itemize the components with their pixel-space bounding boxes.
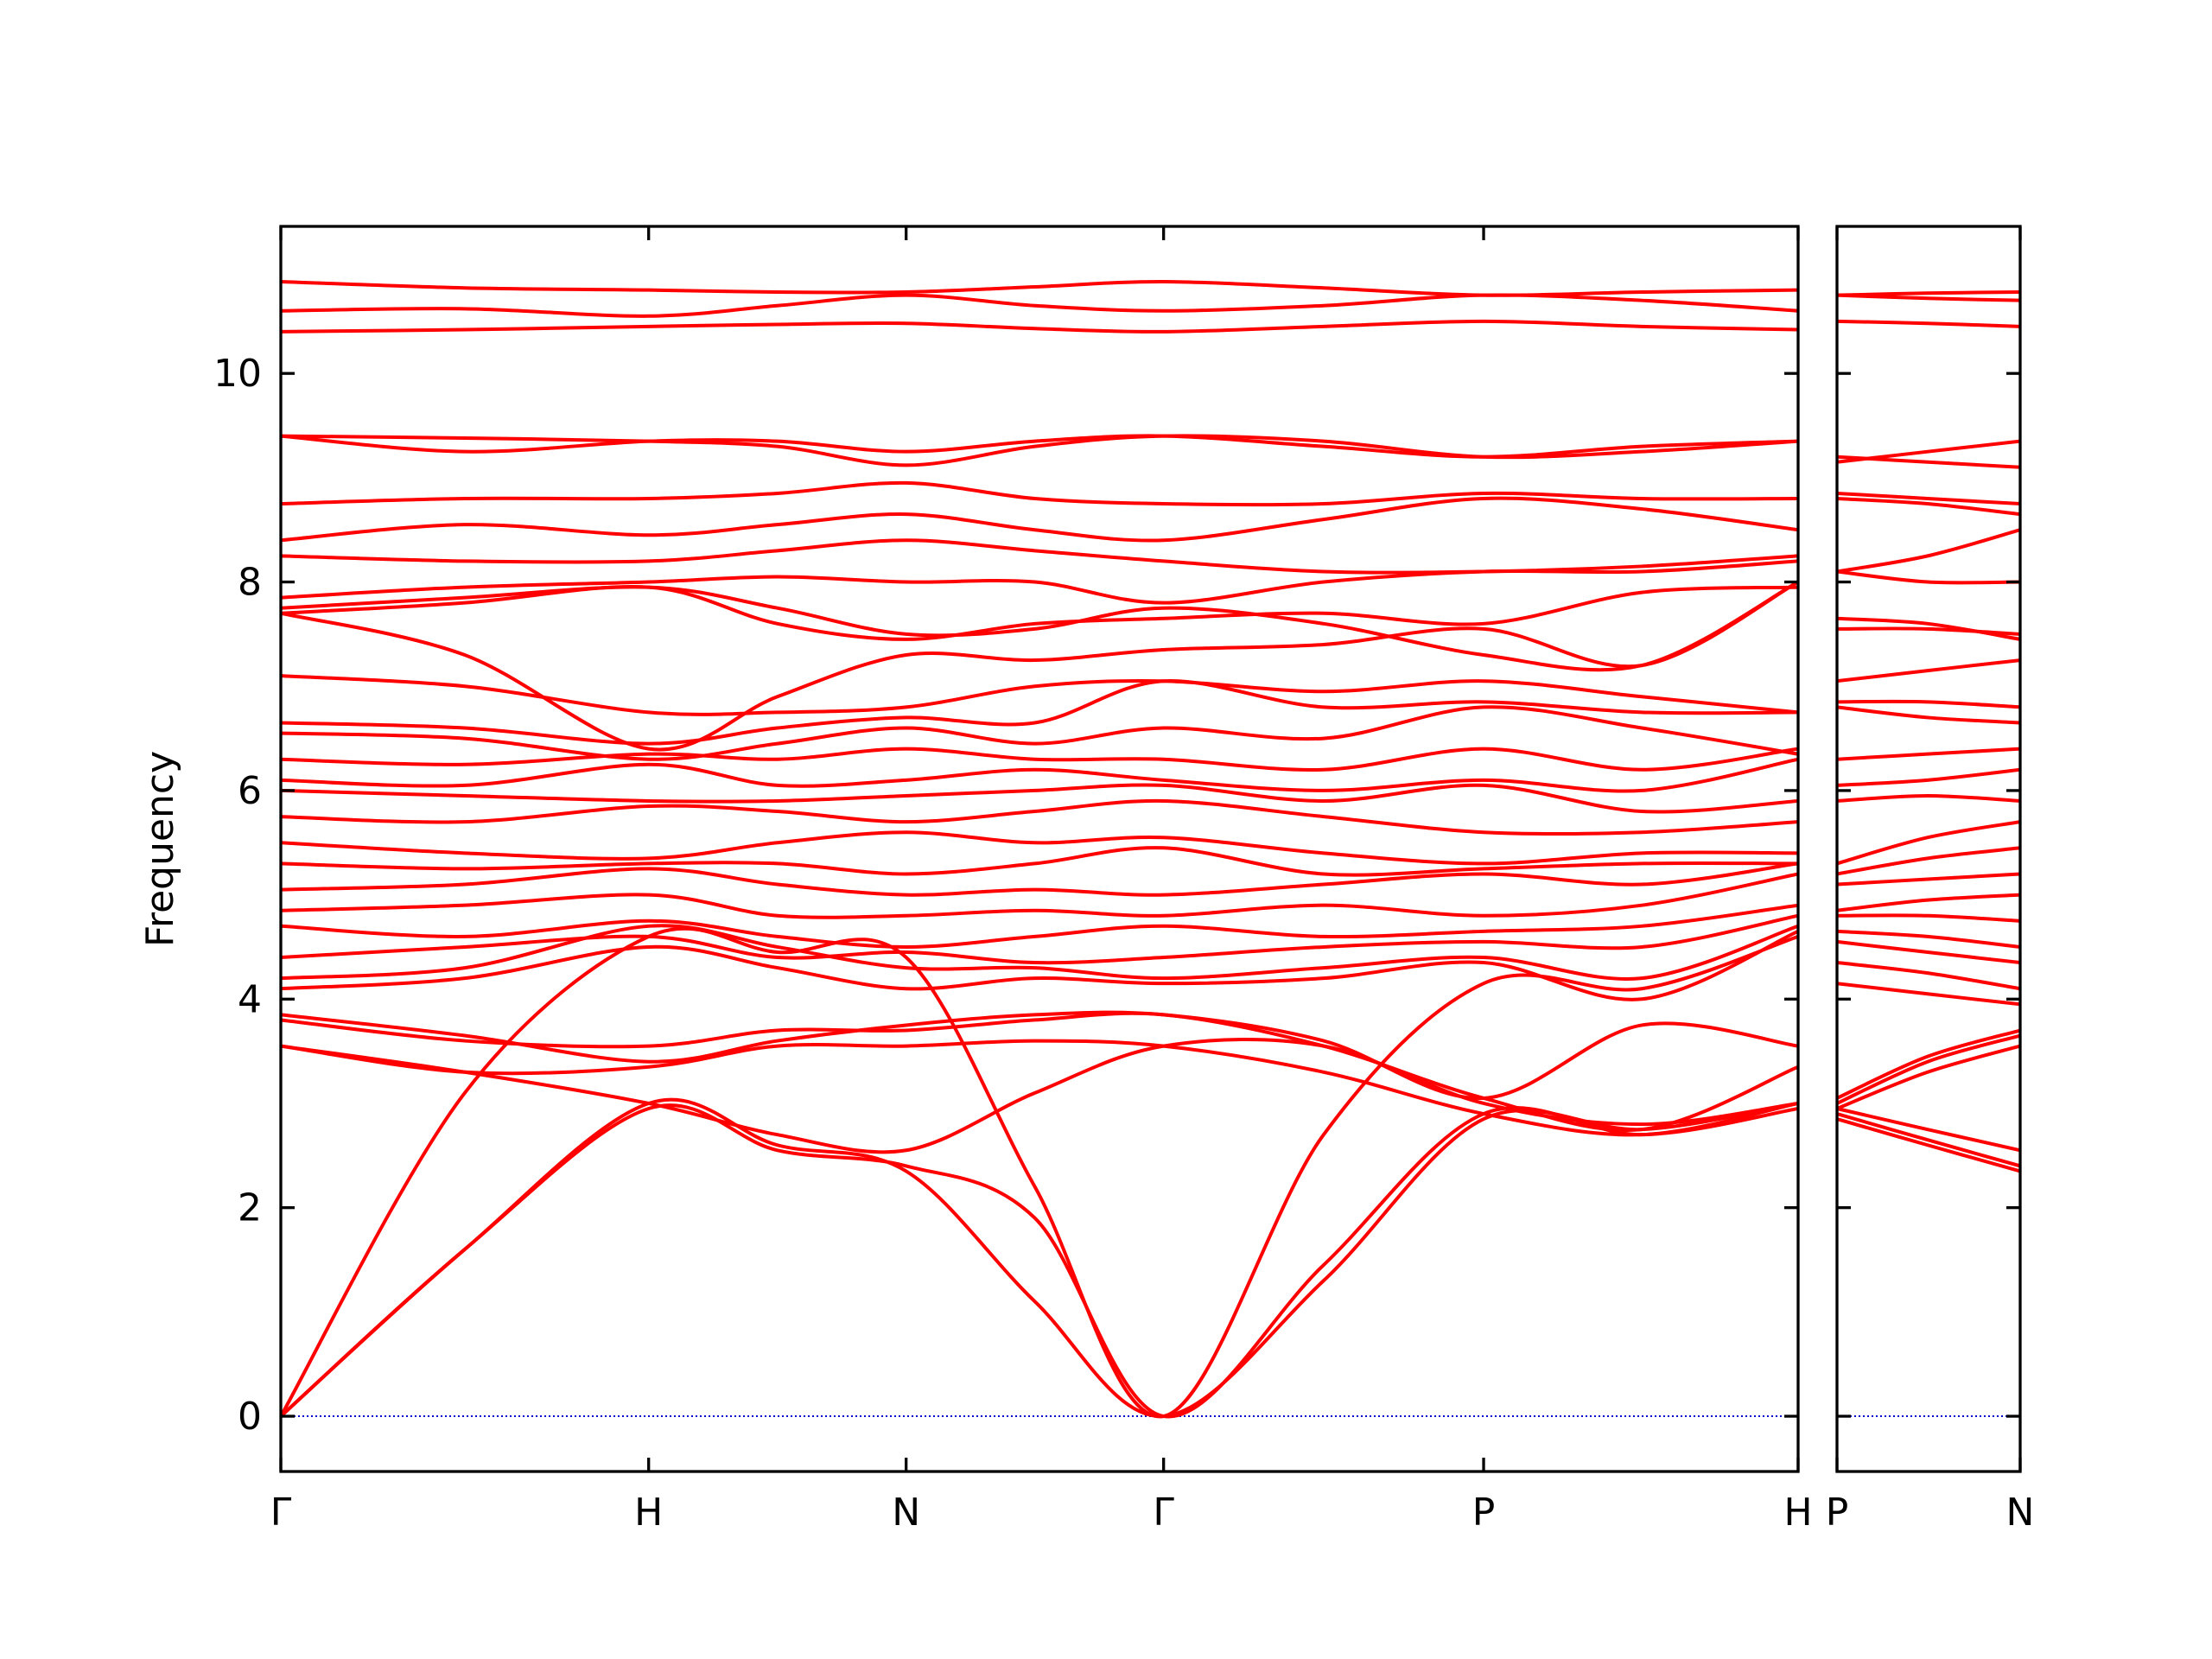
y-tick-label: 0 [238,1395,262,1439]
band-line [281,757,1798,793]
band-line [1837,767,2020,787]
band-line [281,580,1798,672]
band-line [1837,872,2020,887]
y-tick-label: 4 [238,977,262,1021]
band-line [1837,616,2020,641]
band-line [281,913,1798,965]
band-line [281,480,1798,507]
band-line [281,1010,1798,1100]
band-line [1837,1112,2020,1168]
band-line [281,580,1798,752]
band-line [1837,1107,2020,1153]
band-line [281,679,1798,746]
band-line [1837,1044,2020,1110]
axes-frame [1835,225,2022,1473]
band-line [281,798,1798,836]
band-line [281,930,1798,1001]
band-line [281,559,1798,605]
band-line [1837,454,2020,469]
x-tick-label: H [1783,1491,1812,1535]
y-tick-label: 2 [238,1186,262,1230]
band-line [281,783,1798,814]
band-line [281,1011,1798,1132]
band-line [281,496,1798,543]
band-line [1837,319,2020,328]
band-line [1837,626,2020,636]
x-tick-label: Γ [1153,1491,1174,1535]
band-line [1837,569,2020,585]
x-tick-label: Γ [270,1491,292,1535]
x-tick-label: H [634,1491,663,1535]
band-line [1837,846,2020,876]
band-line [1837,290,2020,297]
plot-area [1837,290,2020,1418]
band-line [281,747,1798,772]
band-line [281,926,1798,1419]
x-tick-label: P [1826,1491,1849,1535]
axes-frame [279,225,1800,1473]
band-line [281,538,1798,575]
band-line [1837,747,2020,761]
band-line [1837,893,2020,912]
x-tick-label: P [1472,1491,1496,1535]
band-line [1837,929,2020,949]
band-line [281,1038,1798,1154]
x-tick-label: N [2006,1491,2035,1535]
plot-area [281,279,1798,1419]
band-line [281,279,1798,297]
band-line [1837,496,2020,517]
band-line [1837,705,2020,725]
y-tick-label: 8 [238,561,262,605]
band-line [1837,699,2020,709]
band-line [281,924,1798,981]
band-line [281,705,1798,761]
band-line [1837,913,2020,923]
band-line [281,1097,1798,1419]
y-tick-label: 6 [238,769,262,813]
band-line [281,830,1798,866]
band-line [281,846,1798,877]
band-line [281,293,1798,318]
band-line [281,903,1798,949]
band-line [281,861,1798,897]
band-line [1837,820,2020,866]
band-line [1837,528,2020,574]
band-line [1837,1117,2020,1173]
band-line [1837,1033,2020,1105]
band-line [1837,961,2020,991]
x-tick-label: N [892,1491,920,1535]
band-line [281,674,1798,716]
band-line [1837,982,2020,1007]
panel: 0 2 4 6 8 10 Γ H N Γ P H Frequency [138,225,1813,1535]
band-line [1837,793,2020,803]
band-line [1837,491,2020,506]
band-line [1837,658,2020,683]
band-line [1837,939,2020,965]
band-line [281,1103,1798,1419]
band-line [281,434,1798,467]
band-line [281,434,1798,459]
band-line [1837,1028,2020,1100]
band-line [281,1039,1798,1137]
band-line [281,872,1798,919]
y-axis-label: Frequency [138,751,182,947]
y-tick-label: 10 [213,352,262,396]
band-line [281,319,1798,334]
